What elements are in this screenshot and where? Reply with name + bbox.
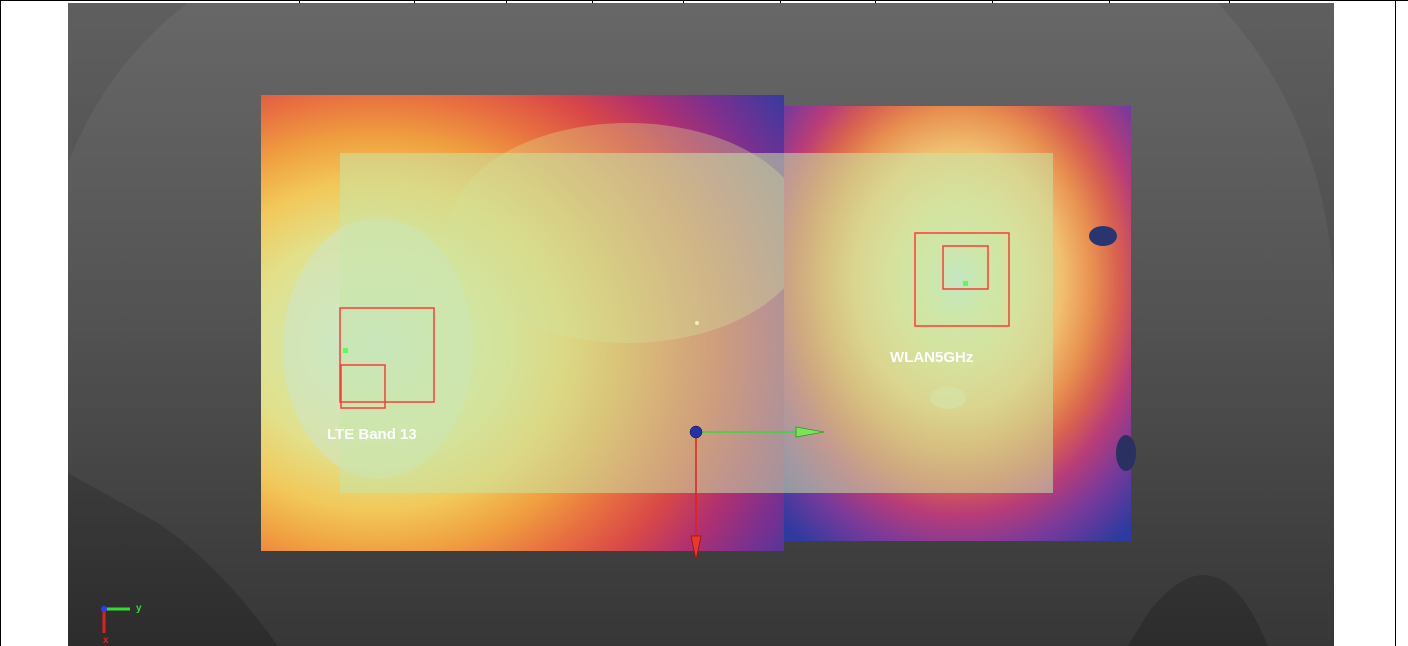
center-marker (695, 321, 699, 325)
lte-band-label: LTE Band 13 (327, 426, 417, 443)
orientation-triad: y x (101, 603, 142, 646)
lte-antenna-box-inner[interactable] (340, 364, 386, 409)
ruler-tick (1109, 0, 1110, 3)
ruler-tick (1229, 0, 1230, 3)
triad-y-label: y (136, 603, 142, 614)
right-border (1395, 0, 1396, 646)
ruler-tick (506, 0, 507, 3)
lte-peak-marker (343, 348, 348, 353)
origin-sphere[interactable] (689, 425, 703, 439)
x-axis-arrow[interactable] (690, 535, 702, 561)
ruler-tick (414, 0, 415, 3)
scene-canvas[interactable]: LTE Band 13 WLAN5GHz y x (68, 3, 1334, 646)
wlan-contour (1089, 226, 1117, 246)
ruler-tick (299, 0, 300, 3)
wlan-peak-marker (963, 281, 968, 286)
left-border (0, 0, 1, 646)
ruler-tick (592, 0, 593, 3)
ruler-tick (780, 0, 781, 3)
top-border (0, 0, 1408, 1)
wlan-antenna-box-inner[interactable] (942, 245, 989, 290)
ruler-tick (992, 0, 993, 3)
y-axis-arrow[interactable] (795, 426, 825, 438)
wlan-contour (1116, 435, 1136, 471)
ruler-tick (683, 0, 684, 3)
ruler-tick (875, 0, 876, 3)
3d-viewport[interactable]: LTE Band 13 WLAN5GHz y x (68, 3, 1334, 646)
wlan-antenna-box-outer[interactable] (914, 232, 1010, 327)
lte-antenna-box-outer[interactable] (339, 307, 435, 403)
triad-x-label: x (103, 635, 109, 646)
wlan-label: WLAN5GHz (890, 349, 973, 366)
